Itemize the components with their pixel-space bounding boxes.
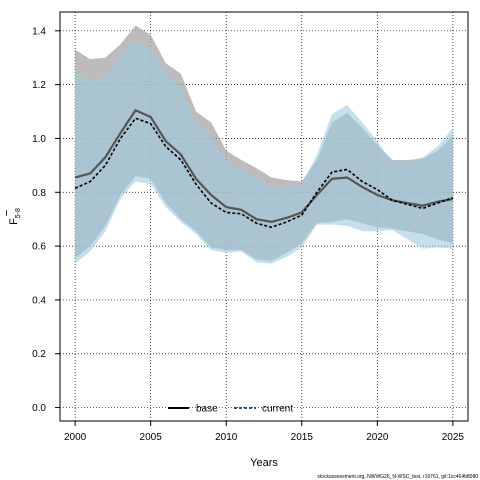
band-current [75,40,453,264]
x-tick-label: 2025 [442,432,465,443]
y-tick-label: 0.0 [32,403,46,414]
legend: base current [168,404,293,415]
y-tick-label: 1.4 [32,26,46,37]
x-tick-label: 2005 [140,432,163,443]
y-tick-label: 0.2 [32,349,46,360]
x-tick-label: 2015 [291,432,314,443]
y-axis-title: F5-8 [6,208,22,225]
y-tick-label: 1.2 [32,80,46,91]
series-lines [74,108,454,229]
y-tick-label: 0.4 [32,295,46,306]
legend-label-current: current [262,404,293,415]
footer-note: stockassessment.org, NWWG26_N-WSC_test, … [317,474,478,480]
series-line-current [74,117,454,229]
plot-border [59,11,469,422]
x-tick-label: 2000 [64,432,87,443]
y-tick-label: 0.6 [32,242,46,253]
legend-label-base: base [196,404,218,415]
y-tick-label: 1.0 [32,134,46,145]
confidence-bands [75,25,453,264]
svg-text:F5-8: F5-8 [8,208,22,225]
x-tick-label: 2010 [215,432,238,443]
y-axis-title-subscript: 5-8 [15,208,22,218]
x-axis-title: Years [250,457,278,469]
y-axis-title-main: F [8,218,20,225]
x-tick-label: 2020 [366,432,389,443]
y-tick-label: 0.8 [32,188,46,199]
axis-ticks: 2000 2005 2010 2015 2020 2025 0.0 0.2 0.4 0.6 0.8 1… [32,26,464,443]
